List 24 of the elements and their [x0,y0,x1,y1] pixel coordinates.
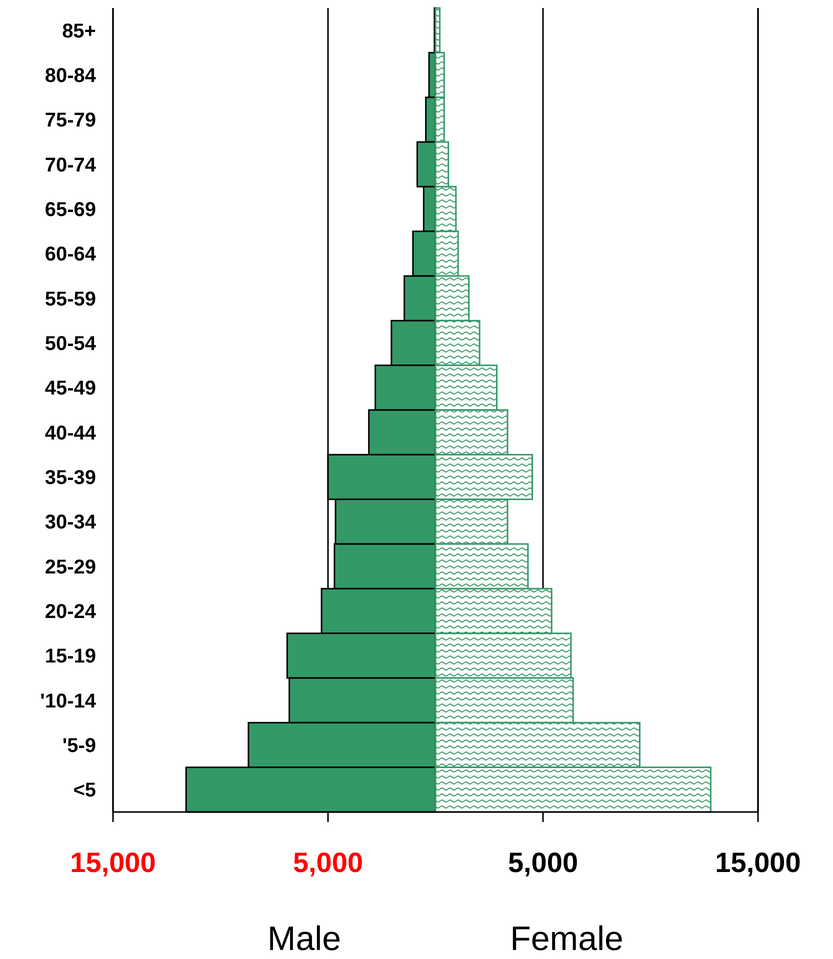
y-tick-label: 75-79 [44,110,96,132]
y-tick-label: 80-84 [44,65,97,87]
y-tick-label: 85+ [62,20,96,42]
y-tick-label: 45-49 [44,378,96,400]
x-tick-label: 5,000 [292,847,364,878]
text: Male [267,920,342,958]
y-tick-label: 15-19 [44,646,96,668]
y-tick-label: 30-34 [44,512,97,534]
y-tick-label: 55-59 [44,288,96,310]
y-tick-label: 35-39 [44,467,96,489]
y-tick-label: 50-54 [44,333,97,355]
y-tick-label: 25-29 [44,556,96,578]
x-tick-label: 15,000 [715,847,801,878]
y-tick-label: '5-9 [62,735,96,757]
y-tick-label: 20-24 [44,601,97,623]
text: Female [510,920,624,958]
x-tick-label: 15,000 [70,847,156,878]
y-tick-label: 60-64 [44,244,97,266]
y-tick-label: <5 [73,780,96,802]
y-tick-label: 65-69 [44,199,96,221]
x-tick-label: 5,000 [508,847,578,878]
y-tick-label: 40-44 [44,422,97,444]
y-tick-label: 70-74 [44,154,97,176]
y-tick-label: '10-14 [40,690,97,712]
